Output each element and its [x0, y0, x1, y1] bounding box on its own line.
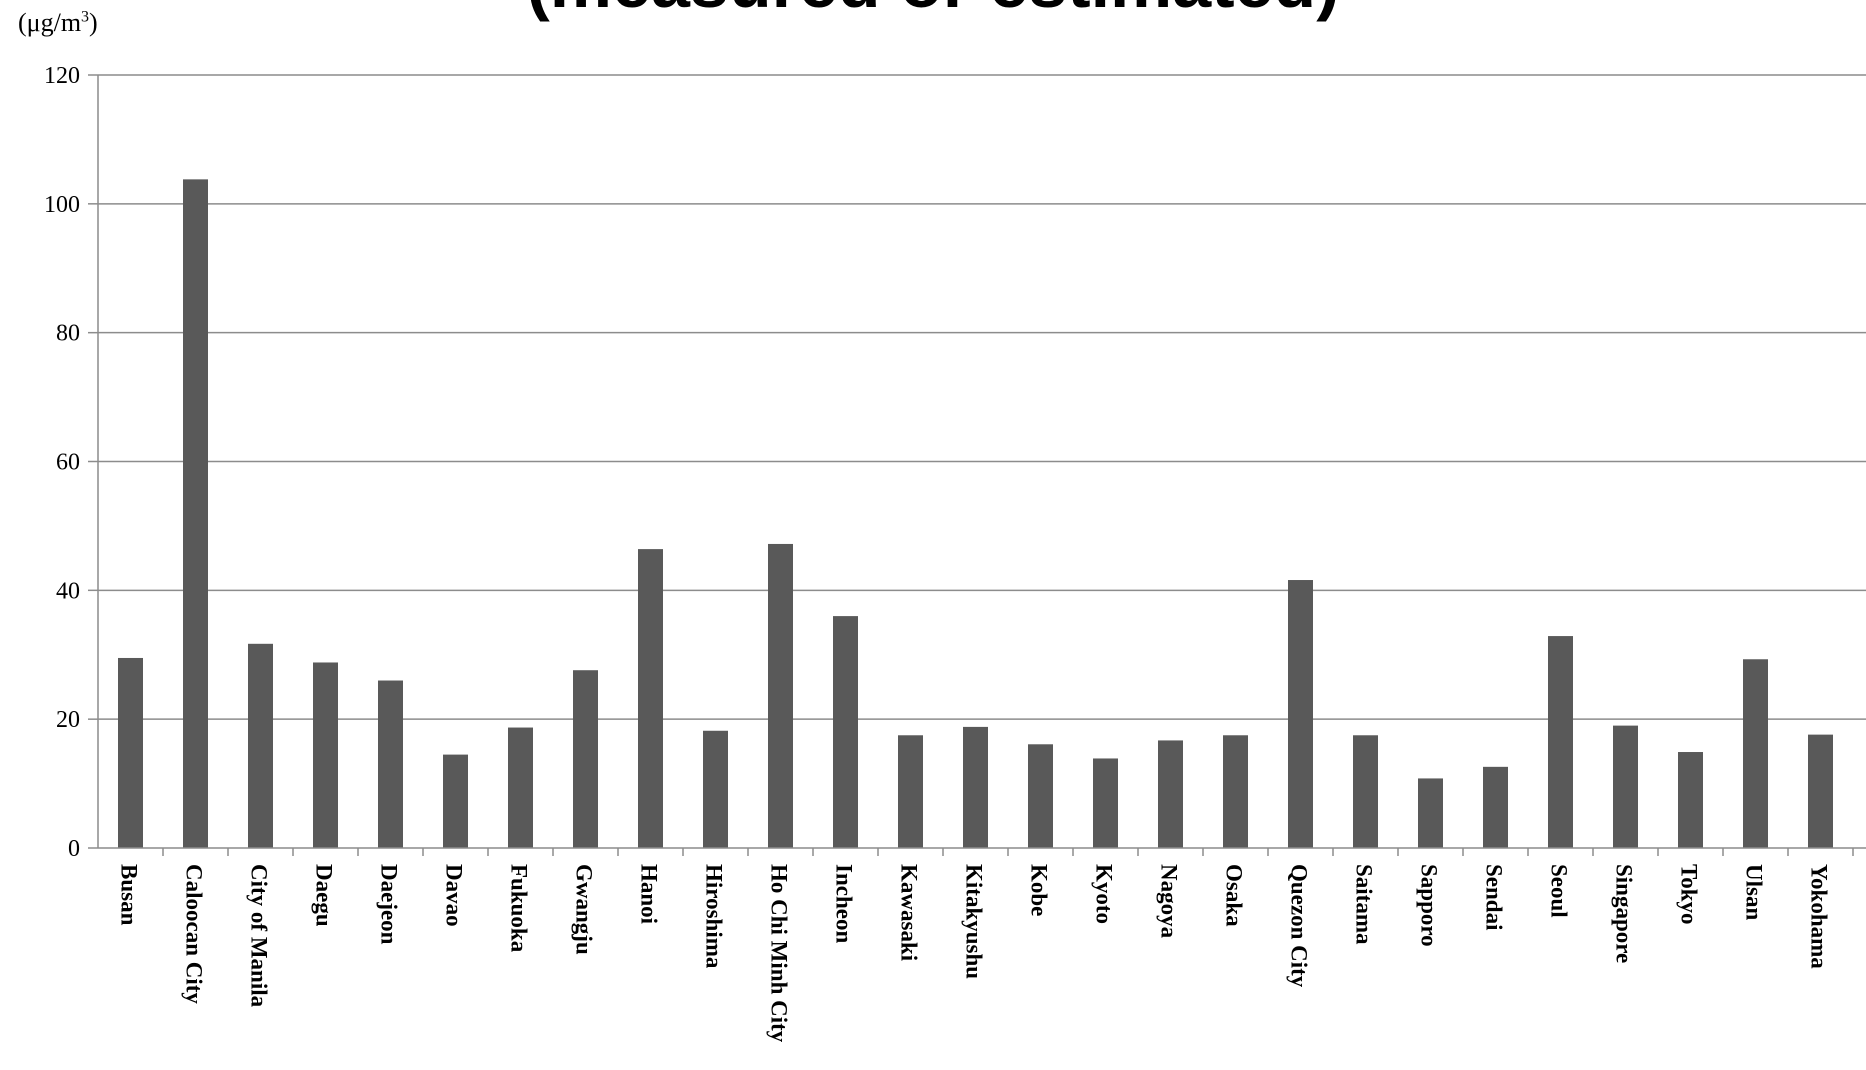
bar-quezon-city: [1288, 580, 1313, 848]
x-category-label: Caloocan City: [182, 864, 207, 1004]
unit-prefix: (μg/m: [18, 8, 82, 37]
x-category-label: Daegu: [312, 864, 337, 927]
bar-ulsan: [1743, 659, 1768, 848]
bar-gwangju: [573, 670, 598, 848]
x-category-label: Nagoya: [1157, 864, 1182, 939]
chart-title: (measured or estimated): [0, 0, 1866, 28]
x-category-label: Incheon: [832, 864, 857, 943]
gridlines: [98, 74, 1866, 720]
bar-caloocan-city: [183, 179, 208, 849]
x-category-label: Gwangju: [572, 864, 597, 955]
bar-nagoya: [1158, 740, 1183, 848]
y-tick-label: 120: [44, 63, 80, 89]
bar-city-of-manila: [248, 643, 273, 848]
x-category-label: Sapporo: [1417, 864, 1442, 947]
bars: [118, 179, 1833, 849]
bar-kobe: [1028, 744, 1053, 848]
bar-singapore: [1613, 725, 1638, 848]
x-category-label: Kyoto: [1092, 864, 1117, 924]
x-category-label: Hiroshima: [702, 864, 727, 969]
x-category-label: Kitakyushu: [962, 864, 987, 979]
unit-suffix: ): [89, 8, 98, 37]
x-category-label: Quezon City: [1287, 864, 1312, 988]
x-category-label: Fukuoka: [507, 864, 532, 953]
bar-daegu: [313, 662, 338, 848]
x-category-label: Ulsan: [1742, 864, 1767, 920]
bar-sendai: [1483, 766, 1508, 848]
y-tick-label: 20: [56, 707, 80, 733]
labels: 0 20 40 60 80 100 120 Busan Caloocan City City of…: [44, 63, 1832, 1043]
x-category-label: Singapore: [1612, 864, 1637, 963]
unit-power: 3: [81, 8, 90, 26]
y-tick-label: 60: [56, 450, 80, 476]
x-category-label: Saitama: [1352, 864, 1377, 945]
bar-incheon: [833, 616, 858, 848]
x-category-label: Seoul: [1547, 864, 1572, 918]
bar-sapporo: [1418, 778, 1443, 848]
x-category-label: Daejeon: [377, 864, 402, 945]
x-category-label: Osaka: [1222, 864, 1247, 927]
bar-saitama: [1353, 735, 1378, 848]
axes: [88, 74, 1866, 856]
bar-yokohama: [1808, 734, 1833, 848]
bar-kyoto: [1093, 758, 1118, 848]
y-tick-label: 80: [56, 321, 80, 347]
x-category-label: City of Manila: [247, 864, 272, 1008]
bar-fukuoka: [508, 727, 533, 848]
y-axis-unit-label: (μg/m3): [18, 8, 98, 38]
bar-kawasaki: [898, 735, 923, 848]
bar-hiroshima: [703, 730, 728, 848]
bar-osaka: [1223, 735, 1248, 848]
x-category-label: Busan: [117, 864, 142, 926]
x-category-label: Kawasaki: [897, 864, 922, 962]
bar-ho-chi-minh-city: [768, 543, 793, 848]
y-tick-label: 0: [68, 836, 80, 862]
x-category-label: Yokohama: [1807, 864, 1832, 969]
x-category-label: Hanoi: [637, 864, 662, 925]
x-category-label: Davao: [442, 864, 467, 927]
bar-kitakyushu: [963, 726, 988, 848]
bar-davao: [443, 754, 468, 848]
x-category-label: Kobe: [1027, 864, 1052, 916]
bar-daejeon: [378, 680, 403, 848]
x-category-label: Ho Chi Minh City: [767, 864, 792, 1043]
y-tick-label: 40: [56, 578, 80, 604]
y-tick-label: 100: [44, 192, 80, 218]
x-category-label: Sendai: [1482, 864, 1507, 931]
bar-hanoi: [638, 549, 663, 848]
x-category-label: Tokyo: [1677, 864, 1702, 925]
bar-busan: [118, 657, 143, 848]
bar-seoul: [1548, 636, 1573, 848]
bar-tokyo: [1678, 752, 1703, 848]
